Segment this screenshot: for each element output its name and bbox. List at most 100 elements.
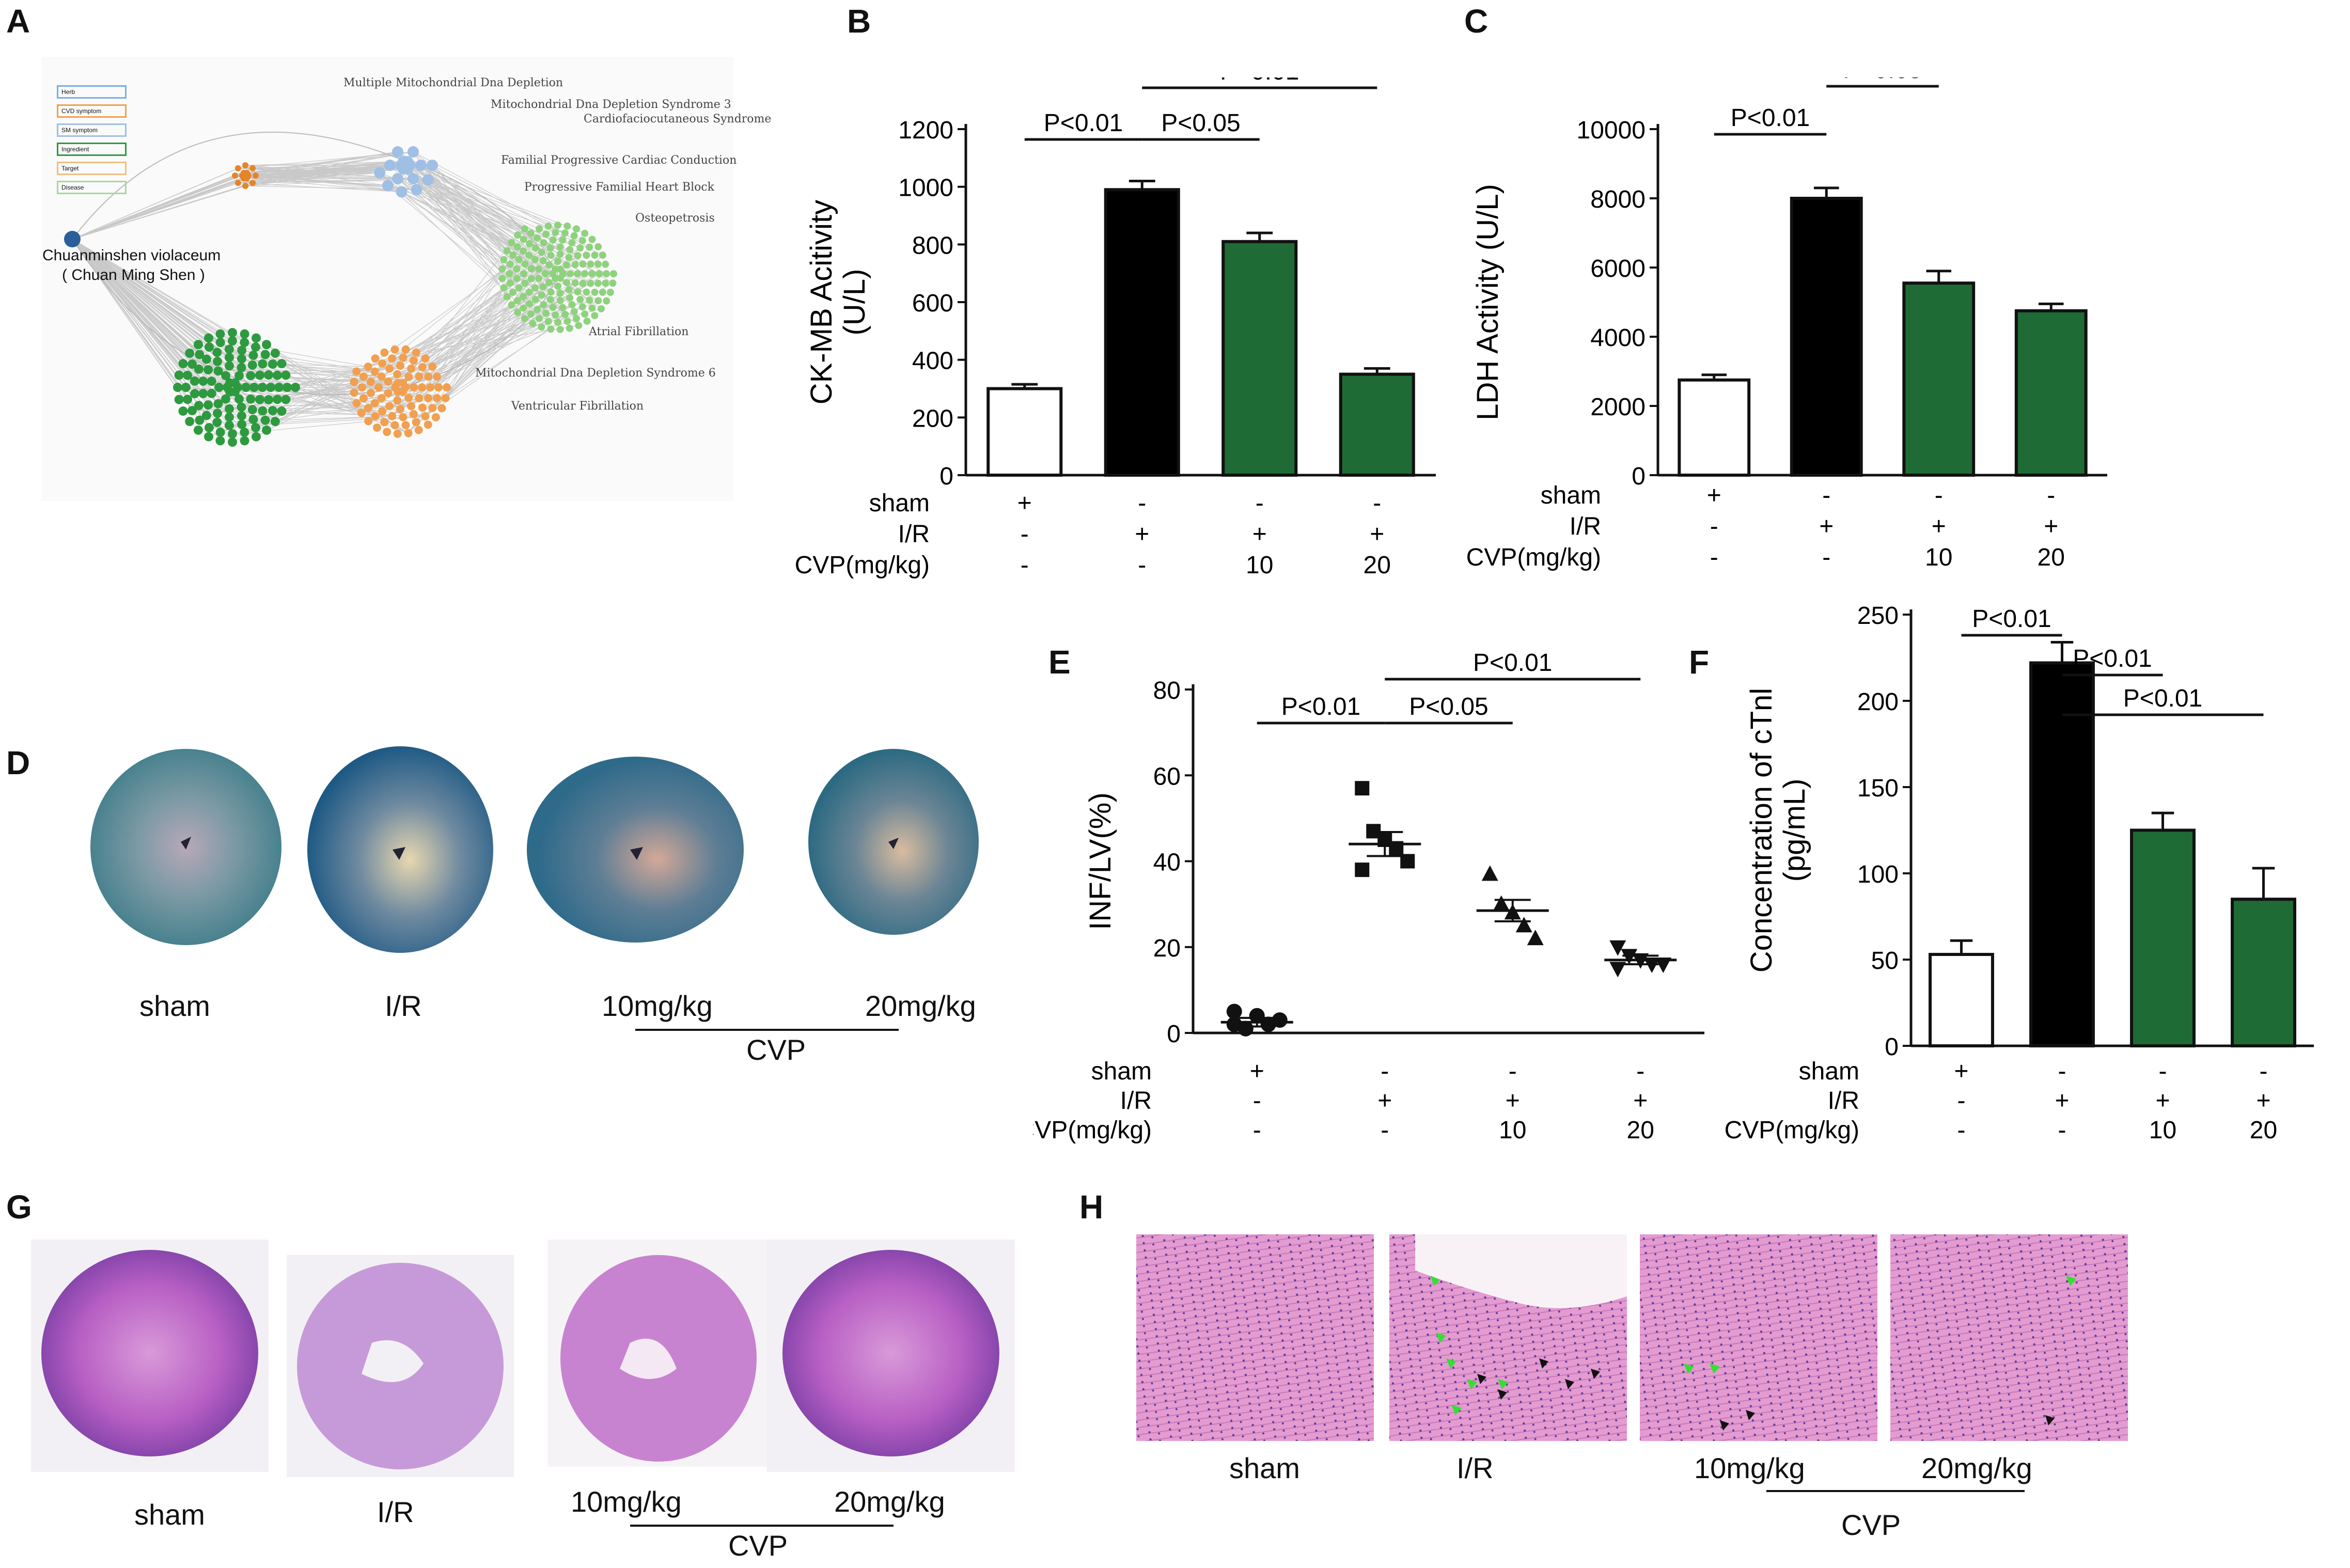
network-node — [251, 432, 261, 442]
condition-value: - — [1256, 490, 1264, 517]
network-node — [552, 311, 559, 319]
network-node — [255, 370, 264, 380]
network-node — [526, 300, 534, 308]
network-node — [534, 234, 541, 242]
network-node — [198, 389, 208, 399]
condition-value: - — [1957, 1087, 1966, 1115]
network-node — [404, 372, 413, 381]
network-node — [549, 236, 557, 244]
condition-value: + — [1017, 490, 1032, 517]
network-node — [540, 239, 547, 246]
network-node — [437, 404, 446, 413]
legend-herb: Herb — [57, 85, 127, 99]
network-node — [515, 256, 523, 263]
network-node — [411, 184, 422, 196]
network-node — [531, 295, 539, 303]
label-g-20mg: 20mg/kg — [834, 1485, 945, 1518]
network-node — [388, 354, 397, 363]
network-node — [547, 325, 555, 333]
network-node — [224, 344, 234, 354]
network-node — [221, 394, 230, 404]
network-node — [559, 304, 567, 311]
network-node — [571, 261, 579, 269]
condition-row-label: CVP(mg/kg) — [1466, 544, 1601, 571]
network-node — [240, 427, 249, 437]
network-node — [610, 270, 617, 277]
network-node — [249, 383, 259, 392]
condition-value: - — [2058, 1117, 2066, 1144]
network-node — [364, 417, 373, 426]
heart-slices-panel — [83, 739, 1012, 986]
y-tick-label: 80 — [1153, 677, 1181, 704]
network-node — [509, 288, 517, 296]
condition-value: - — [1138, 490, 1146, 517]
label-h-10mg: 10mg/kg — [1694, 1452, 1805, 1484]
network-node — [215, 427, 225, 437]
y-tick-label: 600 — [912, 290, 953, 317]
network-node — [393, 370, 402, 379]
network-node — [521, 315, 528, 322]
network-node — [571, 279, 579, 287]
network-node — [549, 304, 557, 311]
network-panel: Herb CVD symptom SM symptom Ingredient T… — [41, 57, 771, 501]
network-node — [272, 370, 282, 380]
network-node — [526, 240, 534, 247]
network-node — [215, 338, 225, 348]
data-point — [1355, 781, 1370, 796]
network-node — [561, 229, 569, 237]
network-node — [277, 359, 287, 369]
network-node — [212, 348, 222, 357]
data-point — [1355, 863, 1370, 877]
network-node — [392, 146, 403, 158]
network-node — [390, 345, 399, 354]
network-node — [228, 336, 237, 346]
herb-label: Chuanminshen violaceum — [42, 247, 221, 264]
network-node — [221, 371, 230, 381]
network-node — [563, 222, 571, 230]
network-node — [251, 333, 261, 343]
y-tick-label: 0 — [1885, 1033, 1899, 1061]
network-node — [606, 288, 614, 296]
network-node — [572, 315, 580, 322]
network-node — [513, 265, 521, 273]
y-tick-label: 400 — [912, 348, 953, 375]
network-node — [240, 329, 249, 339]
network-node — [262, 425, 272, 435]
network-node — [193, 340, 203, 350]
condition-value: - — [1710, 544, 1718, 571]
network-node — [407, 402, 415, 411]
network-node — [364, 404, 372, 413]
network-node — [357, 409, 366, 417]
significance-label: P<0.01 — [1731, 104, 1810, 132]
network-node — [205, 422, 214, 432]
network-node — [418, 383, 426, 391]
network-node — [527, 229, 535, 237]
significance-label: P<0.01 — [1044, 109, 1123, 137]
disease-label: Atrial Fibrillation — [589, 325, 689, 338]
network-node — [506, 279, 514, 287]
condition-value: 20 — [1627, 1117, 1654, 1144]
network-node — [588, 236, 596, 243]
network-node — [260, 415, 270, 425]
network-node — [247, 360, 257, 370]
bar — [1104, 188, 1180, 477]
network-node — [350, 388, 358, 397]
condition-value: + — [1506, 1087, 1520, 1115]
network-node — [556, 325, 564, 333]
network-node — [393, 396, 402, 405]
network-node — [213, 399, 223, 409]
network-node — [399, 353, 408, 362]
y-tick-label: 200 — [912, 405, 953, 432]
condition-row-label: sham — [1541, 482, 1601, 509]
network-node — [190, 389, 200, 399]
network-node — [274, 383, 284, 392]
network-node — [513, 243, 521, 250]
network-node — [587, 260, 594, 268]
network-node — [598, 305, 605, 312]
significance-label: P<0.01 — [1220, 77, 1299, 85]
network-node — [521, 279, 529, 287]
network-node — [574, 252, 582, 259]
network-node — [506, 270, 513, 277]
network-node — [594, 243, 602, 250]
condition-value: 10 — [2149, 1117, 2176, 1144]
